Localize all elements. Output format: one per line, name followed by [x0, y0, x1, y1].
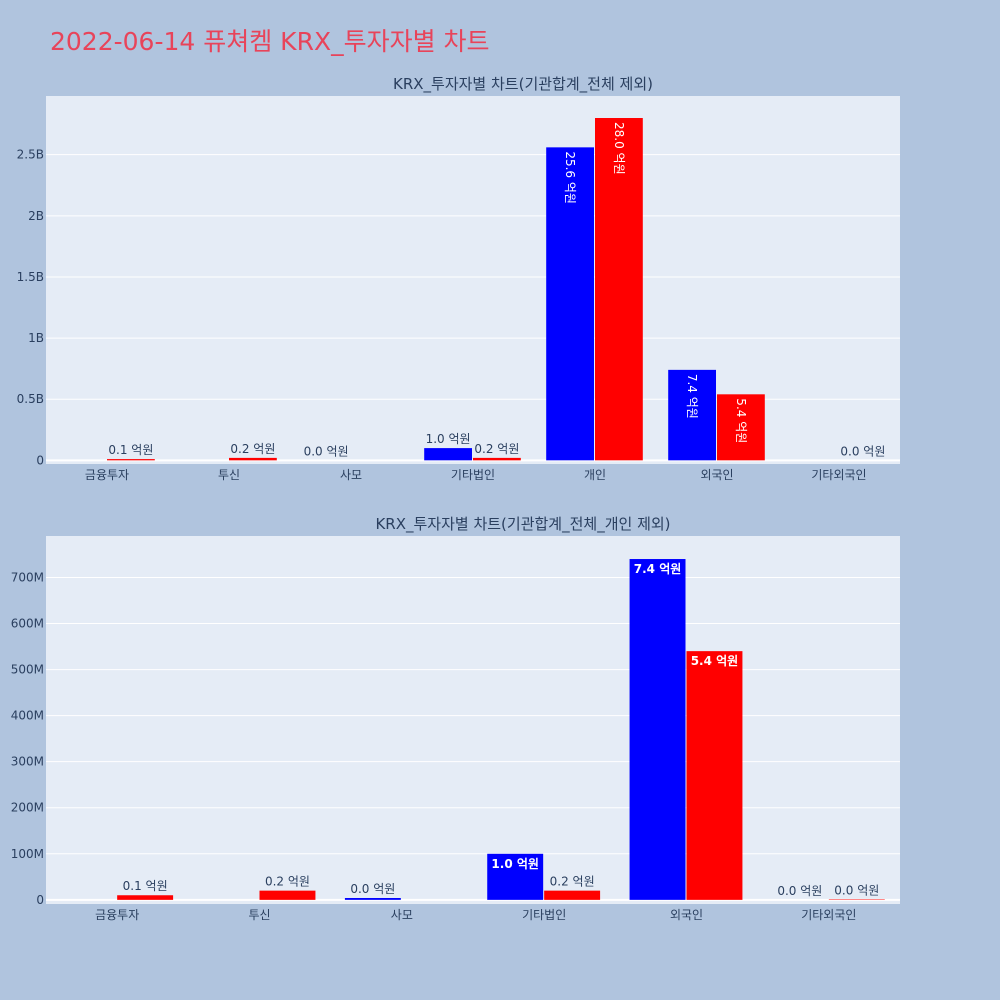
x-tick-label: 기타외국인 — [811, 468, 866, 482]
bar — [546, 147, 594, 461]
data-label: 25.6 억원 — [563, 151, 577, 204]
x-tick-label: 외국인 — [670, 908, 703, 922]
data-label: 0.2 억원 — [265, 875, 310, 889]
x-tick-label: 사모 — [391, 908, 413, 922]
page-title: 2022-06-14 퓨쳐켐 KRX_투자자별 차트 — [50, 27, 490, 56]
bar — [629, 559, 686, 900]
x-tick-label: 투신 — [248, 908, 270, 922]
bar — [117, 895, 174, 900]
bar — [259, 890, 316, 900]
bar — [668, 369, 716, 461]
y-tick-label: 600M — [11, 617, 44, 631]
plot-area — [46, 536, 900, 904]
data-label: 0.0 억원 — [834, 883, 879, 897]
data-label: 0.2 억원 — [550, 875, 595, 889]
data-label: 0.1 억원 — [123, 879, 168, 893]
x-tick-label: 개인 — [584, 468, 606, 482]
x-tick-label: 금융투자 — [95, 908, 139, 922]
x-tick-label: 기타외국인 — [801, 908, 856, 922]
data-label: 0.0 억원 — [777, 884, 822, 898]
bar — [595, 118, 643, 461]
x-tick-label: 투신 — [218, 468, 240, 482]
bar — [229, 457, 277, 461]
bar — [344, 898, 401, 900]
chart-top: KRX_투자자별 차트(기관합계_전체 제외) 0 0.5B 1B 1.5B 2B 2.5B… — [17, 75, 900, 482]
data-label: 0.0 억원 — [840, 444, 885, 458]
y-tick-label: 2B — [28, 209, 44, 223]
y-tick-label: 0.5B — [17, 392, 44, 406]
bar — [544, 890, 601, 900]
y-tick-label: 700M — [11, 570, 44, 584]
y-tick-label: 400M — [11, 709, 44, 723]
data-label: 7.4 억원 — [634, 562, 682, 576]
data-label: 0.2 억원 — [474, 442, 519, 456]
data-label: 28.0 억원 — [612, 122, 626, 175]
y-tick-label: 1B — [28, 331, 44, 345]
bar — [473, 457, 521, 461]
data-label: 7.4 억원 — [685, 374, 699, 419]
data-label: 0.1 억원 — [108, 443, 153, 457]
x-tick-label: 기타법인 — [451, 468, 495, 482]
bar — [487, 853, 544, 900]
y-tick-label: 1.5B — [17, 270, 44, 284]
y-tick-label: 500M — [11, 663, 44, 677]
bar — [424, 448, 472, 461]
y-tick-label: 2.5B — [17, 148, 44, 162]
chart-title: KRX_투자자별 차트(기관합계_전체_개인 제외) — [375, 515, 670, 534]
data-label: 0.0 억원 — [304, 444, 349, 458]
x-tick-label: 사모 — [340, 468, 362, 482]
data-label: 5.4 억원 — [734, 398, 748, 443]
y-tick-label: 100M — [11, 847, 44, 861]
y-tick-label: 0 — [36, 453, 44, 467]
y-tick-label: 300M — [11, 755, 44, 769]
bar — [686, 651, 743, 900]
x-tick-label: 금융투자 — [85, 468, 129, 482]
y-tick-label: 200M — [11, 801, 44, 815]
data-label: 0.2 억원 — [230, 442, 275, 456]
chart-bottom: KRX_투자자별 차트(기관합계_전체_개인 제외) 0 100M 200M 300M 4… — [11, 515, 900, 922]
y-tick-label: 0 — [36, 893, 44, 907]
bar — [107, 459, 155, 461]
data-label: 5.4 억원 — [691, 654, 739, 668]
x-tick-label: 외국인 — [700, 468, 733, 482]
x-tick-label: 기타법인 — [522, 908, 566, 922]
chart-title: KRX_투자자별 차트(기관합계_전체 제외) — [393, 75, 653, 94]
data-label: 0.0 억원 — [350, 882, 395, 896]
data-label: 1.0 억원 — [426, 432, 471, 446]
data-label: 1.0 억원 — [491, 857, 539, 871]
bar — [717, 394, 765, 461]
plot-area — [46, 96, 900, 464]
